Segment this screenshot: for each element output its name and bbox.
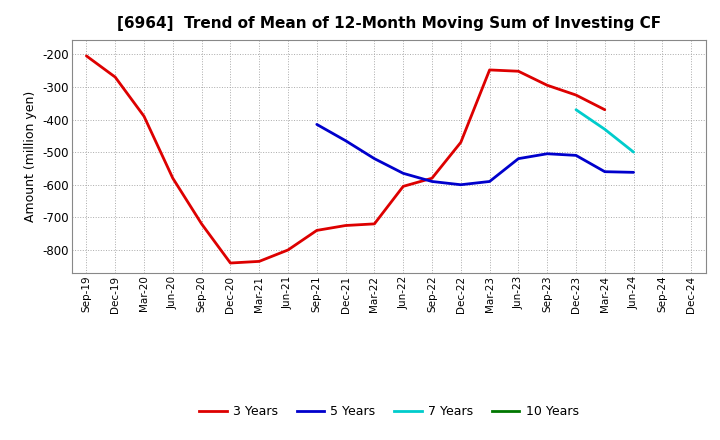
5 Years: [600, 169, 609, 174]
Title: [6964]  Trend of Mean of 12-Month Moving Sum of Investing CF: [6964] Trend of Mean of 12-Month Moving …: [117, 16, 661, 32]
3 Years: [572, 92, 580, 98]
5 Years: [312, 122, 321, 127]
3 Years: [255, 259, 264, 264]
3 Years: [284, 247, 292, 253]
3 Years: [341, 223, 350, 228]
5 Years: [428, 179, 436, 184]
3 Years: [82, 53, 91, 59]
3 Years: [543, 83, 552, 88]
3 Years: [456, 139, 465, 145]
5 Years: [572, 153, 580, 158]
3 Years: [485, 67, 494, 73]
Y-axis label: Amount (million yen): Amount (million yen): [24, 91, 37, 222]
3 Years: [600, 107, 609, 112]
Line: 5 Years: 5 Years: [317, 125, 634, 185]
3 Years: [197, 221, 206, 227]
3 Years: [428, 176, 436, 181]
7 Years: [629, 150, 638, 155]
Line: 7 Years: 7 Years: [576, 110, 634, 152]
5 Years: [370, 156, 379, 161]
3 Years: [399, 184, 408, 189]
3 Years: [514, 69, 523, 74]
5 Years: [514, 156, 523, 161]
3 Years: [140, 114, 148, 119]
5 Years: [629, 170, 638, 175]
5 Years: [543, 151, 552, 156]
Legend: 3 Years, 5 Years, 7 Years, 10 Years: 3 Years, 5 Years, 7 Years, 10 Years: [194, 400, 583, 423]
7 Years: [572, 107, 580, 112]
5 Years: [399, 171, 408, 176]
5 Years: [456, 182, 465, 187]
7 Years: [600, 127, 609, 132]
3 Years: [370, 221, 379, 227]
Line: 3 Years: 3 Years: [86, 56, 605, 263]
3 Years: [226, 260, 235, 266]
5 Years: [341, 138, 350, 143]
3 Years: [312, 228, 321, 233]
3 Years: [111, 74, 120, 80]
3 Years: [168, 176, 177, 181]
5 Years: [485, 179, 494, 184]
